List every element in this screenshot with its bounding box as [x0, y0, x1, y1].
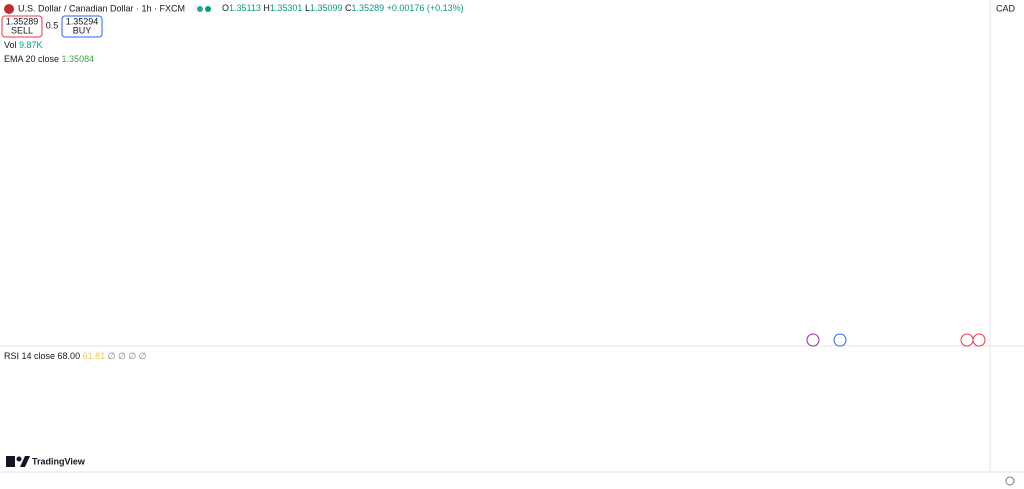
- sell-label: SELL: [11, 25, 33, 35]
- volume-legend: Vol 9.87K: [4, 40, 43, 50]
- ohlc-key: O: [222, 3, 229, 13]
- price-axis-bg: [990, 0, 1024, 489]
- event-icon[interactable]: [833, 333, 847, 347]
- rsi-value: 68.00: [58, 351, 81, 361]
- ohlc-key: C: [345, 3, 352, 13]
- ohlc-value: 1.35099: [310, 3, 343, 13]
- symbol-title: U.S. Dollar / Canadian Dollar · 1h · FXC…: [18, 3, 185, 13]
- volume-name: Vol: [4, 40, 17, 50]
- buy-price: 1.35294: [66, 16, 99, 26]
- status-dot: [197, 6, 203, 12]
- event-icon[interactable]: [972, 333, 986, 347]
- status-dot: [205, 6, 211, 12]
- brand-logo: [6, 456, 15, 467]
- settings-icon[interactable]: [1005, 476, 1015, 486]
- ohlc-legend: O1.35113 H1.35301 L1.35099 C1.35289 +0.0…: [222, 3, 464, 13]
- volume-value: 9.87K: [19, 40, 43, 50]
- event-icon[interactable]: [806, 333, 820, 347]
- brand: TradingView: [32, 456, 86, 466]
- buy-button[interactable]: [61, 15, 103, 38]
- ohlc-key: H: [263, 3, 270, 13]
- sell-price: 1.35289: [6, 16, 39, 26]
- change: +0.00176 (+0.13%): [387, 3, 464, 13]
- event-icon[interactable]: [960, 333, 974, 347]
- ohlc-key: L: [305, 3, 310, 13]
- buy-label: BUY: [73, 25, 92, 35]
- rsi-ma-value: 61.81: [83, 351, 106, 361]
- symbol-flag: [4, 4, 14, 14]
- spread: 0.5: [46, 20, 59, 30]
- brand-logo: [20, 456, 30, 467]
- ohlc-value: 1.35113: [229, 3, 261, 13]
- rsi-title: RSI 14 close: [4, 351, 55, 361]
- ema-value: 1.35084: [62, 54, 95, 64]
- ohlc-value: 1.35301: [270, 3, 303, 13]
- rsi-na: ∅ ∅ ∅ ∅: [108, 351, 147, 361]
- rsi-legend: RSI 14 close 68.00 61.81 ∅ ∅ ∅ ∅: [4, 351, 147, 361]
- brand-logo: [16, 456, 22, 462]
- sell-button[interactable]: [1, 15, 43, 38]
- currency: CAD: [996, 3, 1016, 13]
- ohlc-value: 1.35289: [352, 3, 385, 13]
- ema-name: EMA 20 close: [4, 54, 59, 64]
- ema-legend: EMA 20 close 1.35084: [4, 54, 94, 64]
